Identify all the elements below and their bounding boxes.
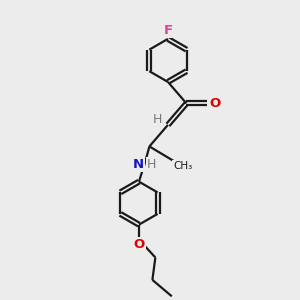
Text: O: O <box>209 97 220 110</box>
Text: H: H <box>147 158 156 171</box>
Text: CH₃: CH₃ <box>173 161 193 171</box>
Text: F: F <box>164 24 172 37</box>
Text: N: N <box>133 158 144 171</box>
Text: O: O <box>133 238 145 250</box>
Text: H: H <box>153 113 162 126</box>
